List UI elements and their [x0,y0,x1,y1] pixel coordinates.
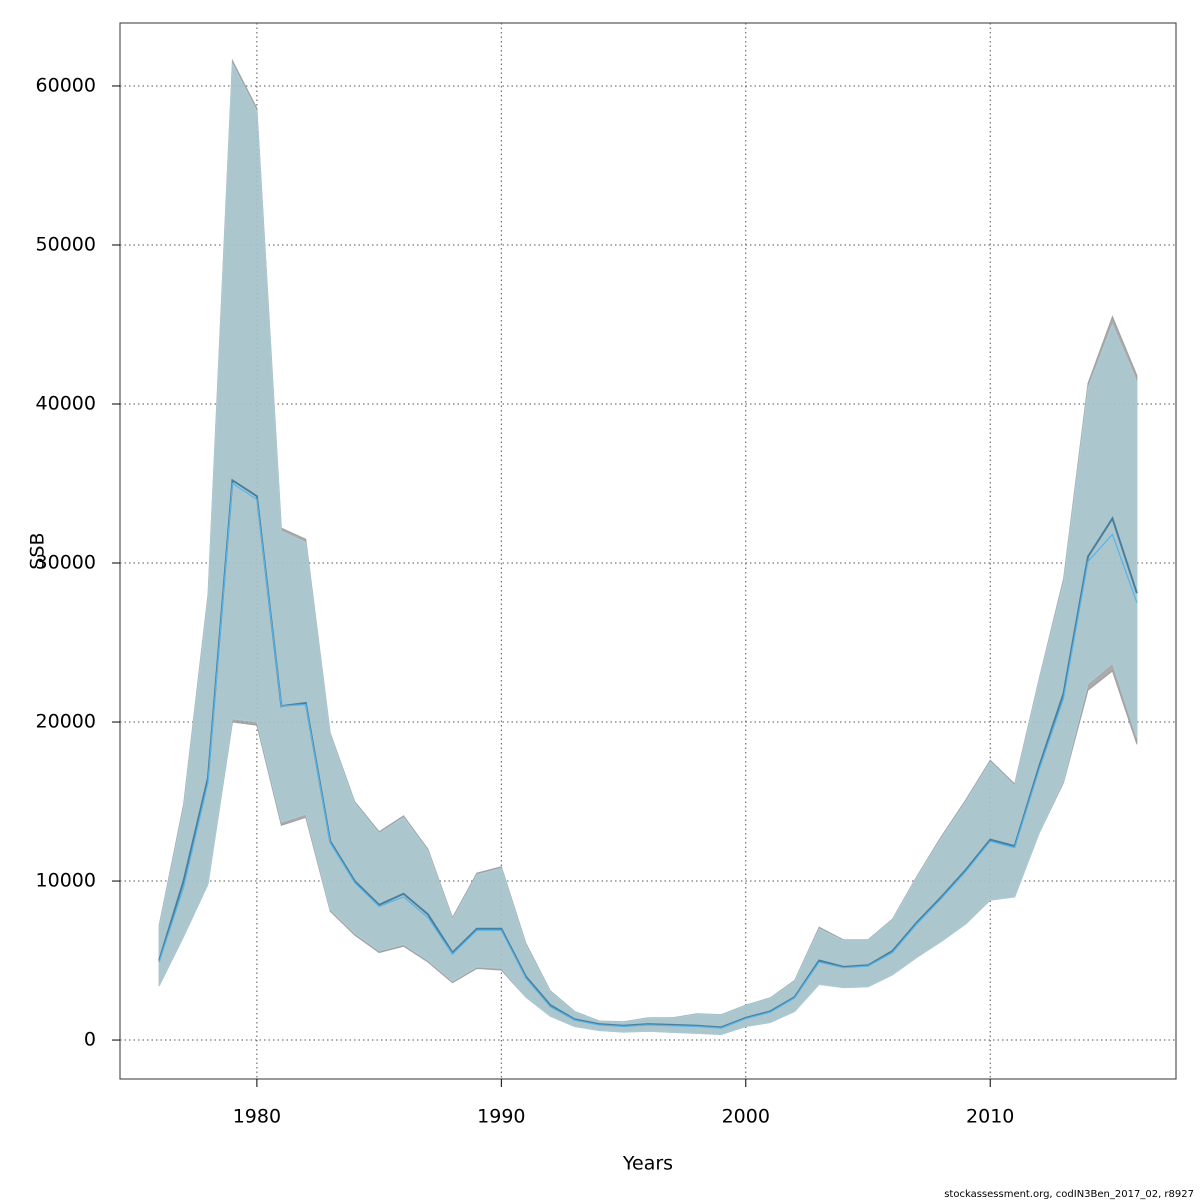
y-tick-label: 40000 [36,392,96,414]
y-tick-label: 0 [84,1029,96,1051]
x-tick-label: 2000 [722,1106,770,1128]
x-tick-label: 1980 [233,1106,281,1128]
footnote: stockassessment.org, codIN3Ben_2017_02, … [944,1189,1194,1200]
y-tick-label: 10000 [36,870,96,892]
x-tick-label: 2010 [966,1106,1014,1128]
x-tick-label: 1990 [477,1106,525,1128]
y-tick-label: 50000 [36,233,96,255]
y-axis-label: SSB [27,532,49,569]
y-tick-label: 20000 [36,711,96,733]
y-tick-label: 30000 [36,552,96,574]
plot-frame [119,22,1177,1080]
y-tick-label: 60000 [36,74,96,96]
confidence-band [158,61,1138,1035]
series-line [158,482,1138,1029]
x-axis-label: Years [622,1153,673,1175]
